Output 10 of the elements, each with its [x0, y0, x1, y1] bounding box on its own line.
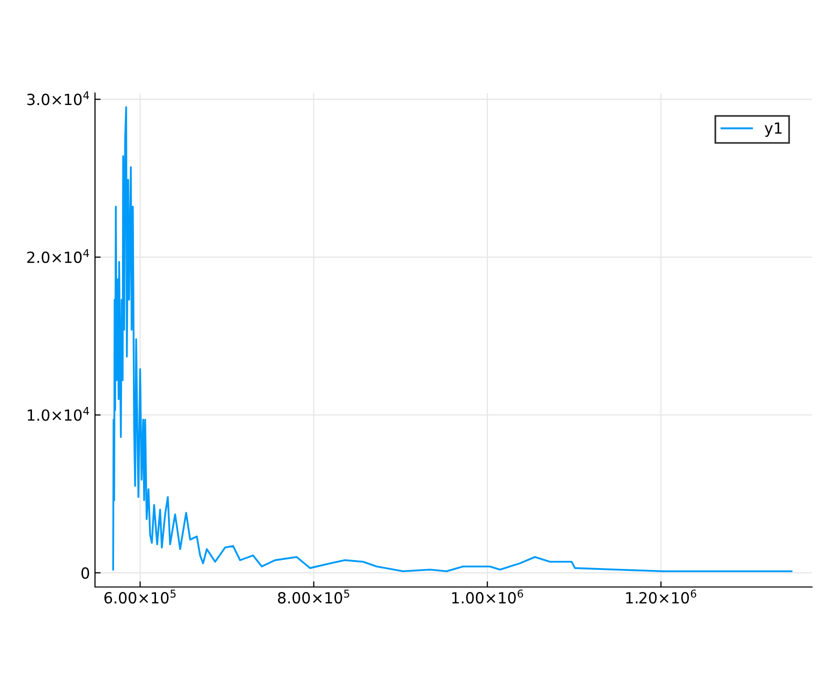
line-series [112, 106, 792, 572]
x-tick-label: 8.00×10$^{5}$ [278, 590, 350, 604]
x-tick-label: 1.20×10$^{6}$ [626, 590, 696, 604]
y-tick-label: 0 [81, 567, 90, 579]
y-tick-label: 1.0×10$^{4}$ [28, 407, 90, 421]
y-tick-label: 3.0×10$^{4}$ [27, 91, 90, 106]
legend-label: y1 [764, 122, 782, 137]
x-tick-label: 1.00×10$^{6}$ [452, 590, 524, 604]
y-tick-label: 2.0×10$^{4}$ [27, 249, 90, 264]
x-tick-label: 6.00×10$^{5}$ [104, 590, 176, 604]
